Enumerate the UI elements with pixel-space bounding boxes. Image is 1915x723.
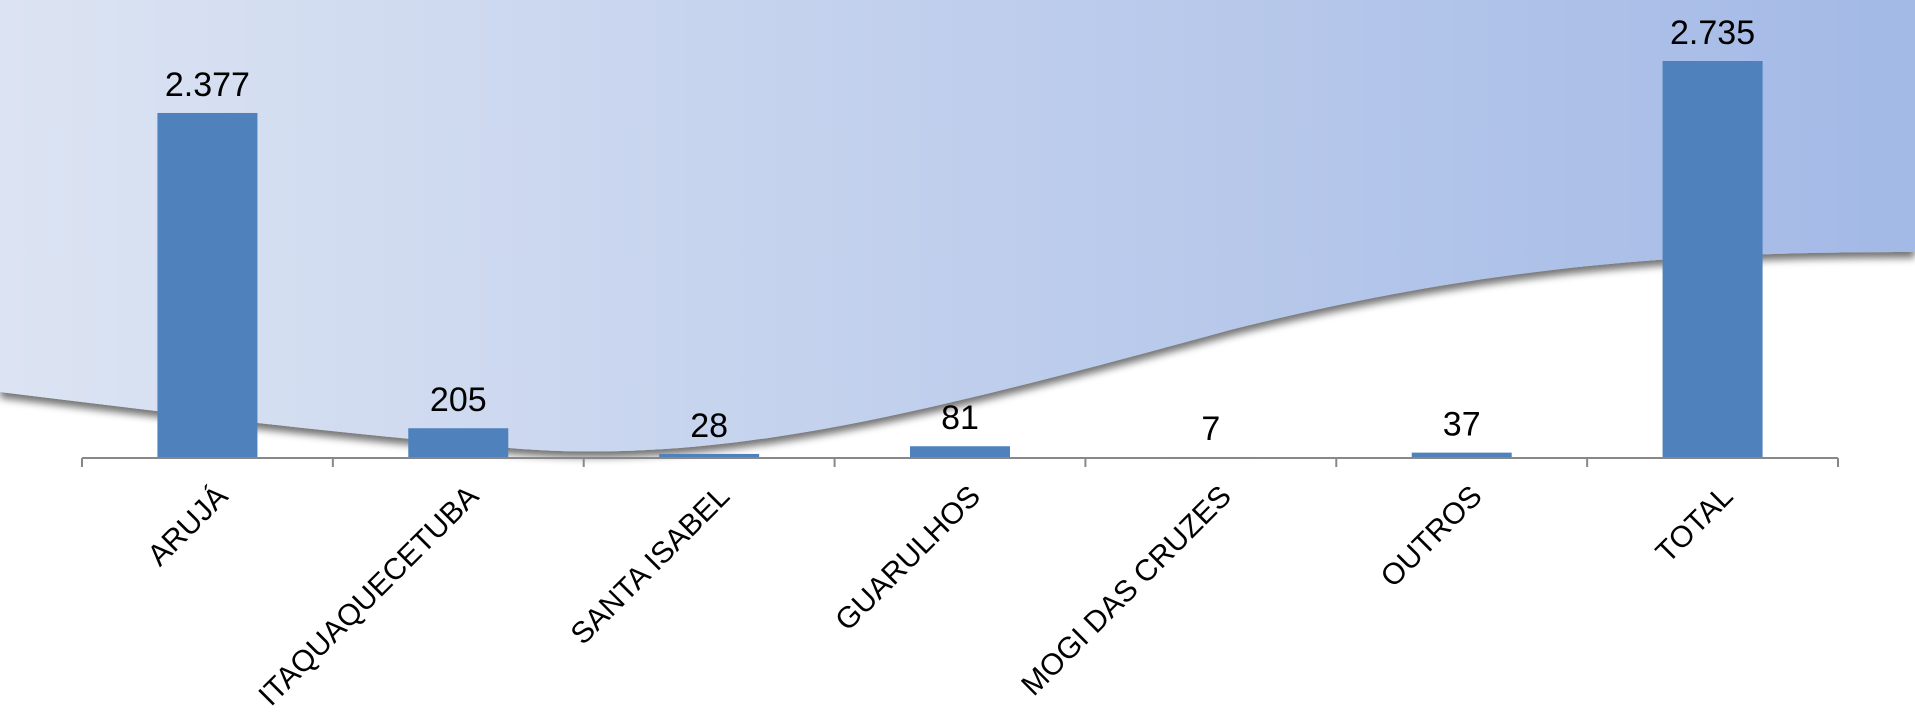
category-label-santa-isabel: SANTA ISABEL xyxy=(565,480,736,651)
value-label-total: 2.735 xyxy=(1670,14,1755,52)
value-label-santa-isabel: 28 xyxy=(690,407,728,445)
value-label-itaquaquecetuba: 205 xyxy=(430,381,487,419)
category-label-mogi-das-cruzes: MOGI DAS CRUZES xyxy=(1015,480,1238,703)
bar-aruja xyxy=(157,112,258,458)
category-label-itaquaquecetuba: ITAQUAQUECETUBA xyxy=(252,480,485,713)
category-label-guarulhos: GUARULHOS xyxy=(829,480,987,638)
category-label-aruja: ARUJÁ xyxy=(141,480,234,573)
bar-santa-isabel xyxy=(659,453,760,458)
bar-outros xyxy=(1411,452,1512,458)
category-label-outros: OUTROS xyxy=(1375,480,1489,594)
value-label-aruja: 2.377 xyxy=(165,66,250,104)
value-label-outros: 37 xyxy=(1443,406,1481,444)
value-label-guarulhos: 81 xyxy=(941,399,979,437)
value-label-mogi-das-cruzes: 7 xyxy=(1201,410,1220,448)
category-label-total: TOTAL xyxy=(1650,480,1740,570)
bar-total xyxy=(1662,61,1763,458)
bar-guarulhos xyxy=(910,446,1010,458)
background-wave xyxy=(0,0,1915,452)
bar-itaquaquecetuba xyxy=(408,428,509,458)
